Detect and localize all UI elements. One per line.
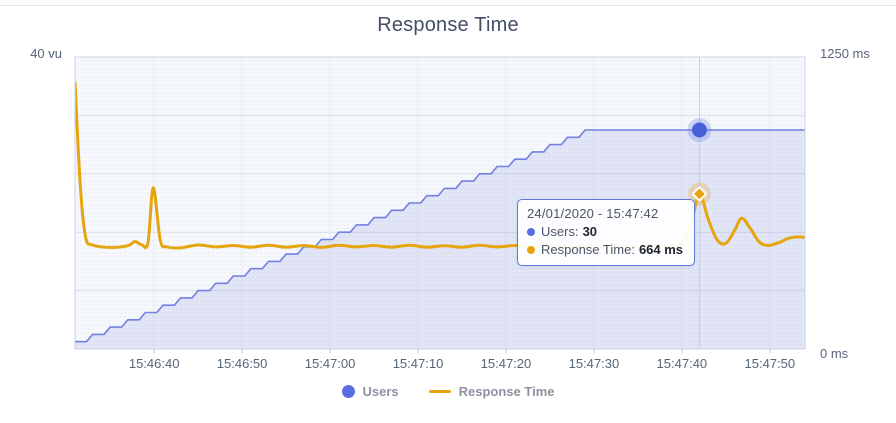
tooltip-datetime: 24/01/2020 - 15:47:42 (527, 206, 659, 221)
tooltip-users-row: Users: 30 (527, 224, 683, 240)
users-legend-swatch-icon (341, 385, 355, 398)
tooltip-response-label: Response Time: (541, 242, 635, 257)
chart-tooltip: 24/01/2020 - 15:47:42 Users: 30 Response… (517, 199, 696, 266)
x-tick-label: 15:47:50 (744, 356, 796, 371)
tooltip-users-label: Users: (541, 224, 579, 239)
users-line (75, 129, 805, 343)
users-marker[interactable] (691, 122, 707, 138)
response-line (75, 81, 805, 250)
plot-border (74, 56, 806, 350)
x-tick-label: 15:46:50 (216, 356, 268, 371)
tooltip-response-row: Response Time: 664 ms (527, 242, 683, 258)
tooltip-users-value: 30 (582, 224, 598, 239)
response-time-legend-label: Response Time (458, 384, 555, 399)
right-axis-min-label: 0 ms (820, 346, 849, 361)
chart-legend: Users Response Time (0, 384, 896, 399)
users-legend-label: Users (362, 384, 399, 399)
x-tick-label: 15:47:20 (480, 356, 532, 371)
x-tick-label: 15:47:40 (656, 356, 708, 371)
x-tick-label: 15:46:40 (128, 356, 180, 371)
x-tick-label: 15:47:10 (392, 356, 444, 371)
chart-title: Response Time (377, 14, 519, 36)
tooltip-response-value: 664 ms (638, 242, 684, 257)
response-bullet-icon (527, 246, 535, 254)
left-axis-max-label: 40 vu (30, 46, 62, 61)
users-bullet-icon (527, 228, 535, 236)
users-area (75, 130, 805, 349)
right-axis-max-label: 1250 ms (820, 46, 870, 61)
legend-item-response-time[interactable]: Response Time (428, 384, 555, 399)
response-time-legend-swatch-icon (428, 390, 451, 393)
response-marker[interactable] (692, 186, 707, 202)
card-top-edge (0, 5, 896, 6)
x-tick-label: 15:47:00 (304, 356, 356, 371)
legend-item-users[interactable]: Users (341, 384, 399, 399)
x-tick-label: 15:47:30 (568, 356, 620, 371)
